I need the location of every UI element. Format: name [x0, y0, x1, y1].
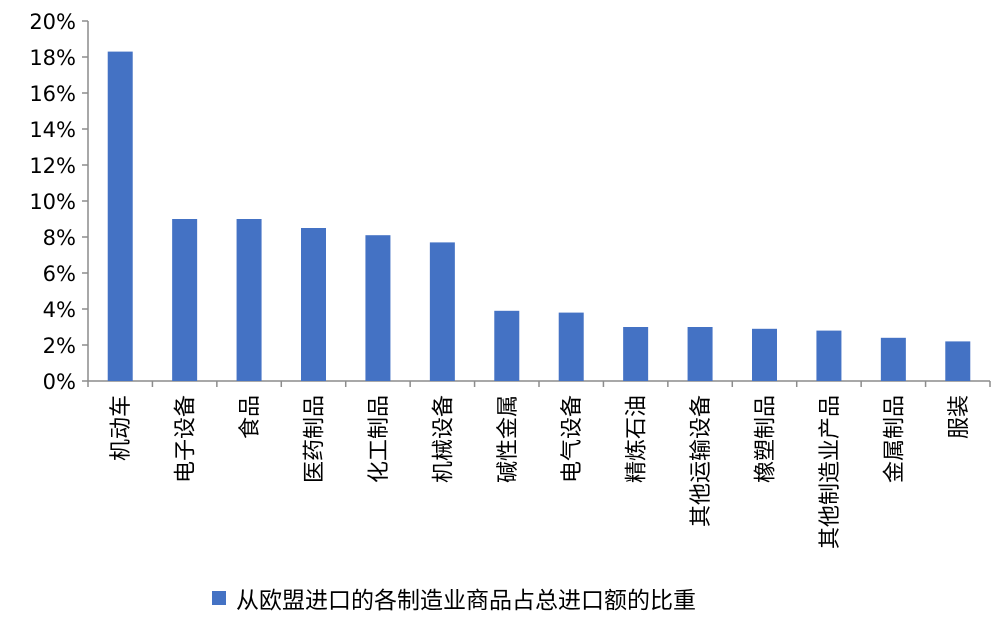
bar	[236, 219, 262, 381]
bar	[880, 337, 906, 381]
y-tick-label: 14%	[29, 118, 76, 142]
x-axis	[87, 380, 991, 387]
bar	[301, 228, 326, 381]
y-tick-label: 0%	[43, 370, 76, 394]
category-label: 机械设备	[431, 395, 456, 483]
legend-label: 从欧盟进口的各制造业商品占总进口额的比重	[236, 588, 696, 614]
category-label: 服装	[947, 395, 972, 439]
y-tick-label: 18%	[29, 46, 76, 70]
category-label: 机动车	[109, 395, 134, 461]
legend-swatch	[212, 591, 226, 605]
bar	[107, 51, 133, 381]
category-label: 电气设备	[560, 395, 585, 483]
category-label: 其他运输设备	[689, 395, 714, 527]
bar	[172, 219, 198, 381]
bar	[687, 327, 713, 381]
y-tick-label: 2%	[43, 334, 76, 358]
y-tick-label: 6%	[43, 262, 76, 286]
bar	[816, 330, 842, 381]
category-label: 医药制品	[303, 395, 328, 483]
legend: 从欧盟进口的各制造业商品占总进口额的比重	[212, 588, 696, 614]
category-label: 精炼石油	[625, 395, 650, 483]
y-tick-label: 4%	[43, 298, 76, 322]
y-tick-label: 12%	[29, 154, 76, 178]
category-labels: 机动车 电子设备 食品 医药制品 化工制品 机械设备 碱性金属 电气设备 精炼石油 其他运输设备 橡…	[109, 395, 972, 549]
category-label: 橡塑制品	[754, 395, 779, 483]
category-label: 其他制造业产品	[818, 395, 843, 549]
bar	[623, 327, 649, 381]
bar	[752, 328, 777, 381]
category-label: 碱性金属	[496, 395, 521, 483]
y-tick-label: 8%	[43, 226, 76, 250]
bar	[494, 310, 520, 381]
bar	[365, 235, 391, 381]
y-tick-label: 20%	[29, 10, 76, 34]
category-label: 金属制品	[882, 395, 907, 483]
y-axis: 0% 2% 4% 6% 8% 10% 12% 14% 16% 18% 20%	[29, 10, 89, 394]
category-label: 电子设备	[174, 395, 199, 483]
y-tick-label: 10%	[29, 190, 76, 214]
bar	[945, 341, 971, 381]
category-label: 食品	[238, 395, 263, 439]
bars	[107, 51, 971, 381]
bar	[429, 242, 455, 381]
category-label: 化工制品	[367, 395, 392, 483]
bar	[558, 312, 584, 381]
y-tick-label: 16%	[29, 82, 76, 106]
